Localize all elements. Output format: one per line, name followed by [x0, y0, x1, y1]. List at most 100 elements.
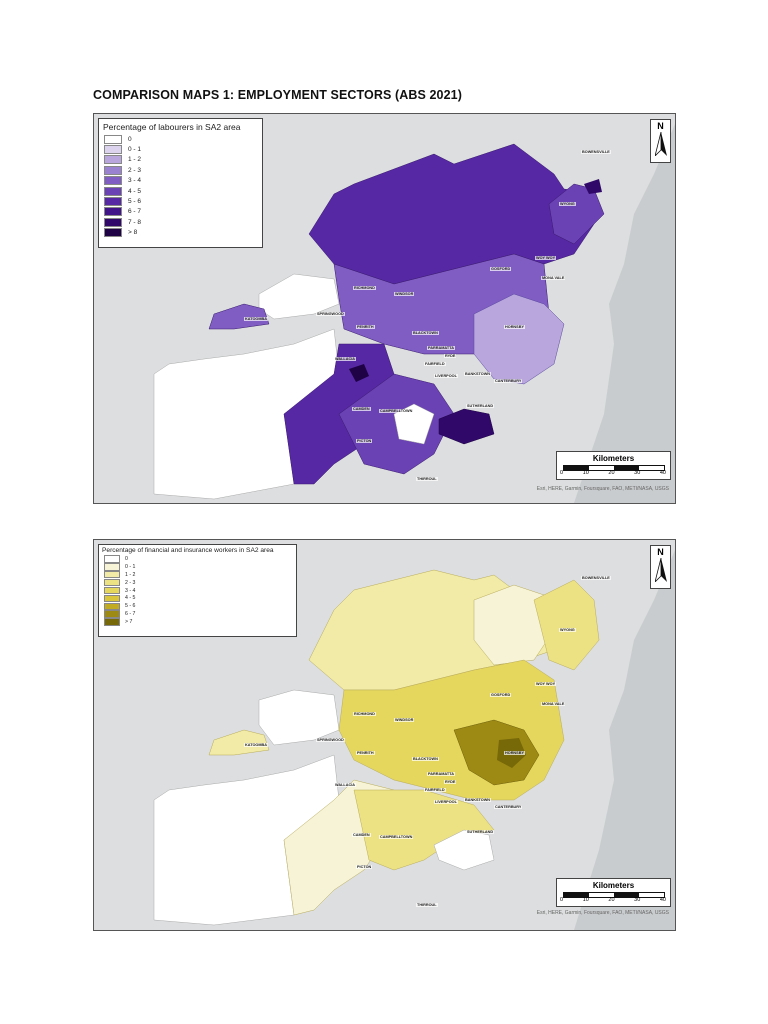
place-label: CAMPBELLTOWN [379, 835, 414, 839]
legend-swatch [104, 618, 120, 626]
legend-label: 5 - 6 [125, 603, 136, 610]
north-label: N [657, 121, 664, 131]
place-label: GOSFORD [490, 267, 512, 271]
place-label: BANKSTOWN [464, 372, 492, 376]
scale-tick-label: 10 [582, 897, 589, 903]
region-north-east-dark [584, 179, 602, 194]
legend-swatch [104, 610, 120, 618]
place-label: CAMDEN [352, 407, 371, 411]
legend-label: 5 - 6 [128, 198, 142, 206]
place-label: WYONG [559, 202, 576, 206]
region-north-east-purple [548, 183, 605, 245]
scale-tick-label: 20 [608, 897, 615, 903]
legend-label: 1 - 2 [125, 571, 136, 578]
scale-ticks: 0 10 20 30 40 [560, 470, 666, 476]
place-label: SUTHERLAND [466, 404, 495, 408]
legend-rows: 0 0 - 1 1 - 2 2 - 3 3 - 4 4 - 5 5 - 6 6 - 7 7 - … [99, 134, 262, 238]
legend-item: 7 - 8 [99, 217, 262, 227]
place-label: RYDE [444, 354, 457, 358]
scale-tick-label: 0 [560, 470, 564, 476]
legend-label: > 8 [128, 229, 138, 237]
scale-bar-segments [563, 892, 665, 898]
place-label: WOY WOY [535, 682, 557, 686]
place-label: PARRAMATTA [427, 772, 455, 776]
legend-label: 2 - 3 [125, 579, 136, 586]
legend-label: 6 - 7 [128, 208, 142, 216]
scale-bar: Kilometers 0 10 20 30 40 [556, 878, 671, 907]
place-label: CANTERBURY [494, 805, 523, 809]
place-label: BLACKTOWN [412, 757, 439, 761]
legend-label: 0 - 1 [125, 563, 136, 570]
legend-swatch [104, 555, 120, 563]
north-arrow: N [650, 119, 671, 163]
region-east-light-purple [473, 293, 565, 385]
place-label: RYDE [444, 780, 457, 784]
scale-bar-segments [563, 465, 665, 471]
place-label: BOWENSVILLE [581, 150, 611, 154]
region-south-east-white [393, 403, 435, 445]
legend-item: 6 - 7 [99, 610, 296, 618]
place-label: WALLACIA [334, 783, 357, 787]
region-south-coast-dark [438, 408, 495, 445]
legend-title: Percentage of financial and insurance wo… [102, 547, 274, 554]
place-label: THIRROUL [416, 477, 438, 481]
scale-bar: Kilometers 0 10 20 30 40 [556, 451, 671, 480]
map-terrain [153, 124, 675, 503]
legend-label: 0 [125, 555, 128, 562]
legend-item: 4 - 5 [99, 594, 296, 603]
place-label: HORNSBY [504, 751, 525, 755]
place-label: KATOOMBA [244, 317, 269, 321]
legend-item: 5 - 6 [99, 602, 296, 611]
place-label: WOY WOY [535, 256, 557, 260]
legend-label: 4 - 5 [125, 595, 136, 602]
place-label: BOWENSVILLE [581, 576, 611, 580]
region-north-west-white [258, 689, 340, 746]
scale-ticks: 0 10 20 30 40 [560, 897, 666, 903]
scale-tick-label: 10 [582, 470, 589, 476]
legend-swatch [104, 602, 120, 611]
region-core-dark [453, 719, 540, 786]
region-west-strip-purple [208, 303, 270, 330]
legend-swatch [104, 594, 120, 603]
finance-workers-map: Percentage of financial and insurance wo… [93, 539, 676, 931]
place-label: PICTON [356, 865, 373, 869]
place-label: PARRAMATTA [427, 346, 455, 350]
scale-tick-label: 20 [608, 470, 615, 476]
legend-item: 0 - 1 [99, 144, 262, 155]
map-attribution: Esri, HERE, Garmin, Foursquare, FAO, MET… [536, 910, 669, 916]
legend-swatch [104, 165, 122, 175]
region-dark-hotspot [349, 364, 369, 382]
region-west-strip-yellow [208, 729, 270, 756]
legend-item: > 8 [99, 228, 262, 238]
legend-swatch [104, 176, 122, 186]
legend-item: 3 - 4 [99, 176, 262, 186]
legend-label: 6 - 7 [125, 611, 136, 618]
place-label: RICHMOND [353, 712, 376, 716]
legend-label: 3 - 4 [125, 587, 136, 594]
place-label: PENRITH [356, 751, 375, 755]
legend-item: 4 - 5 [99, 186, 262, 196]
region-north-east-yellow [533, 579, 600, 671]
north-label: N [657, 547, 664, 557]
place-label: CANTERBURY [494, 379, 523, 383]
place-label: WINDSOR [394, 292, 415, 296]
legend-label: 7 - 8 [128, 218, 142, 226]
legend-label: 0 - 1 [128, 146, 142, 154]
region-west-white [153, 328, 340, 500]
legend-label: 0 [128, 135, 132, 143]
place-label: GOSFORD [490, 693, 512, 697]
place-label: THIRROUL [416, 903, 438, 907]
legend-item: > 7 [99, 618, 296, 626]
place-label: PICTON [356, 439, 373, 443]
place-label: WINDSOR [394, 718, 415, 722]
place-label: CAMPBELLTOWN [379, 409, 414, 413]
document-title: COMPARISON MAPS 1: EMPLOYMENT SECTORS (A… [93, 88, 462, 102]
legend-swatch [104, 155, 122, 165]
legend-item: 3 - 4 [99, 586, 296, 595]
legend-item: 6 - 7 [99, 207, 262, 217]
scale-tick-label: 0 [560, 897, 564, 903]
ocean-area [574, 124, 675, 503]
legend-item: 0 - 1 [99, 563, 296, 571]
legend-swatch [104, 207, 122, 217]
